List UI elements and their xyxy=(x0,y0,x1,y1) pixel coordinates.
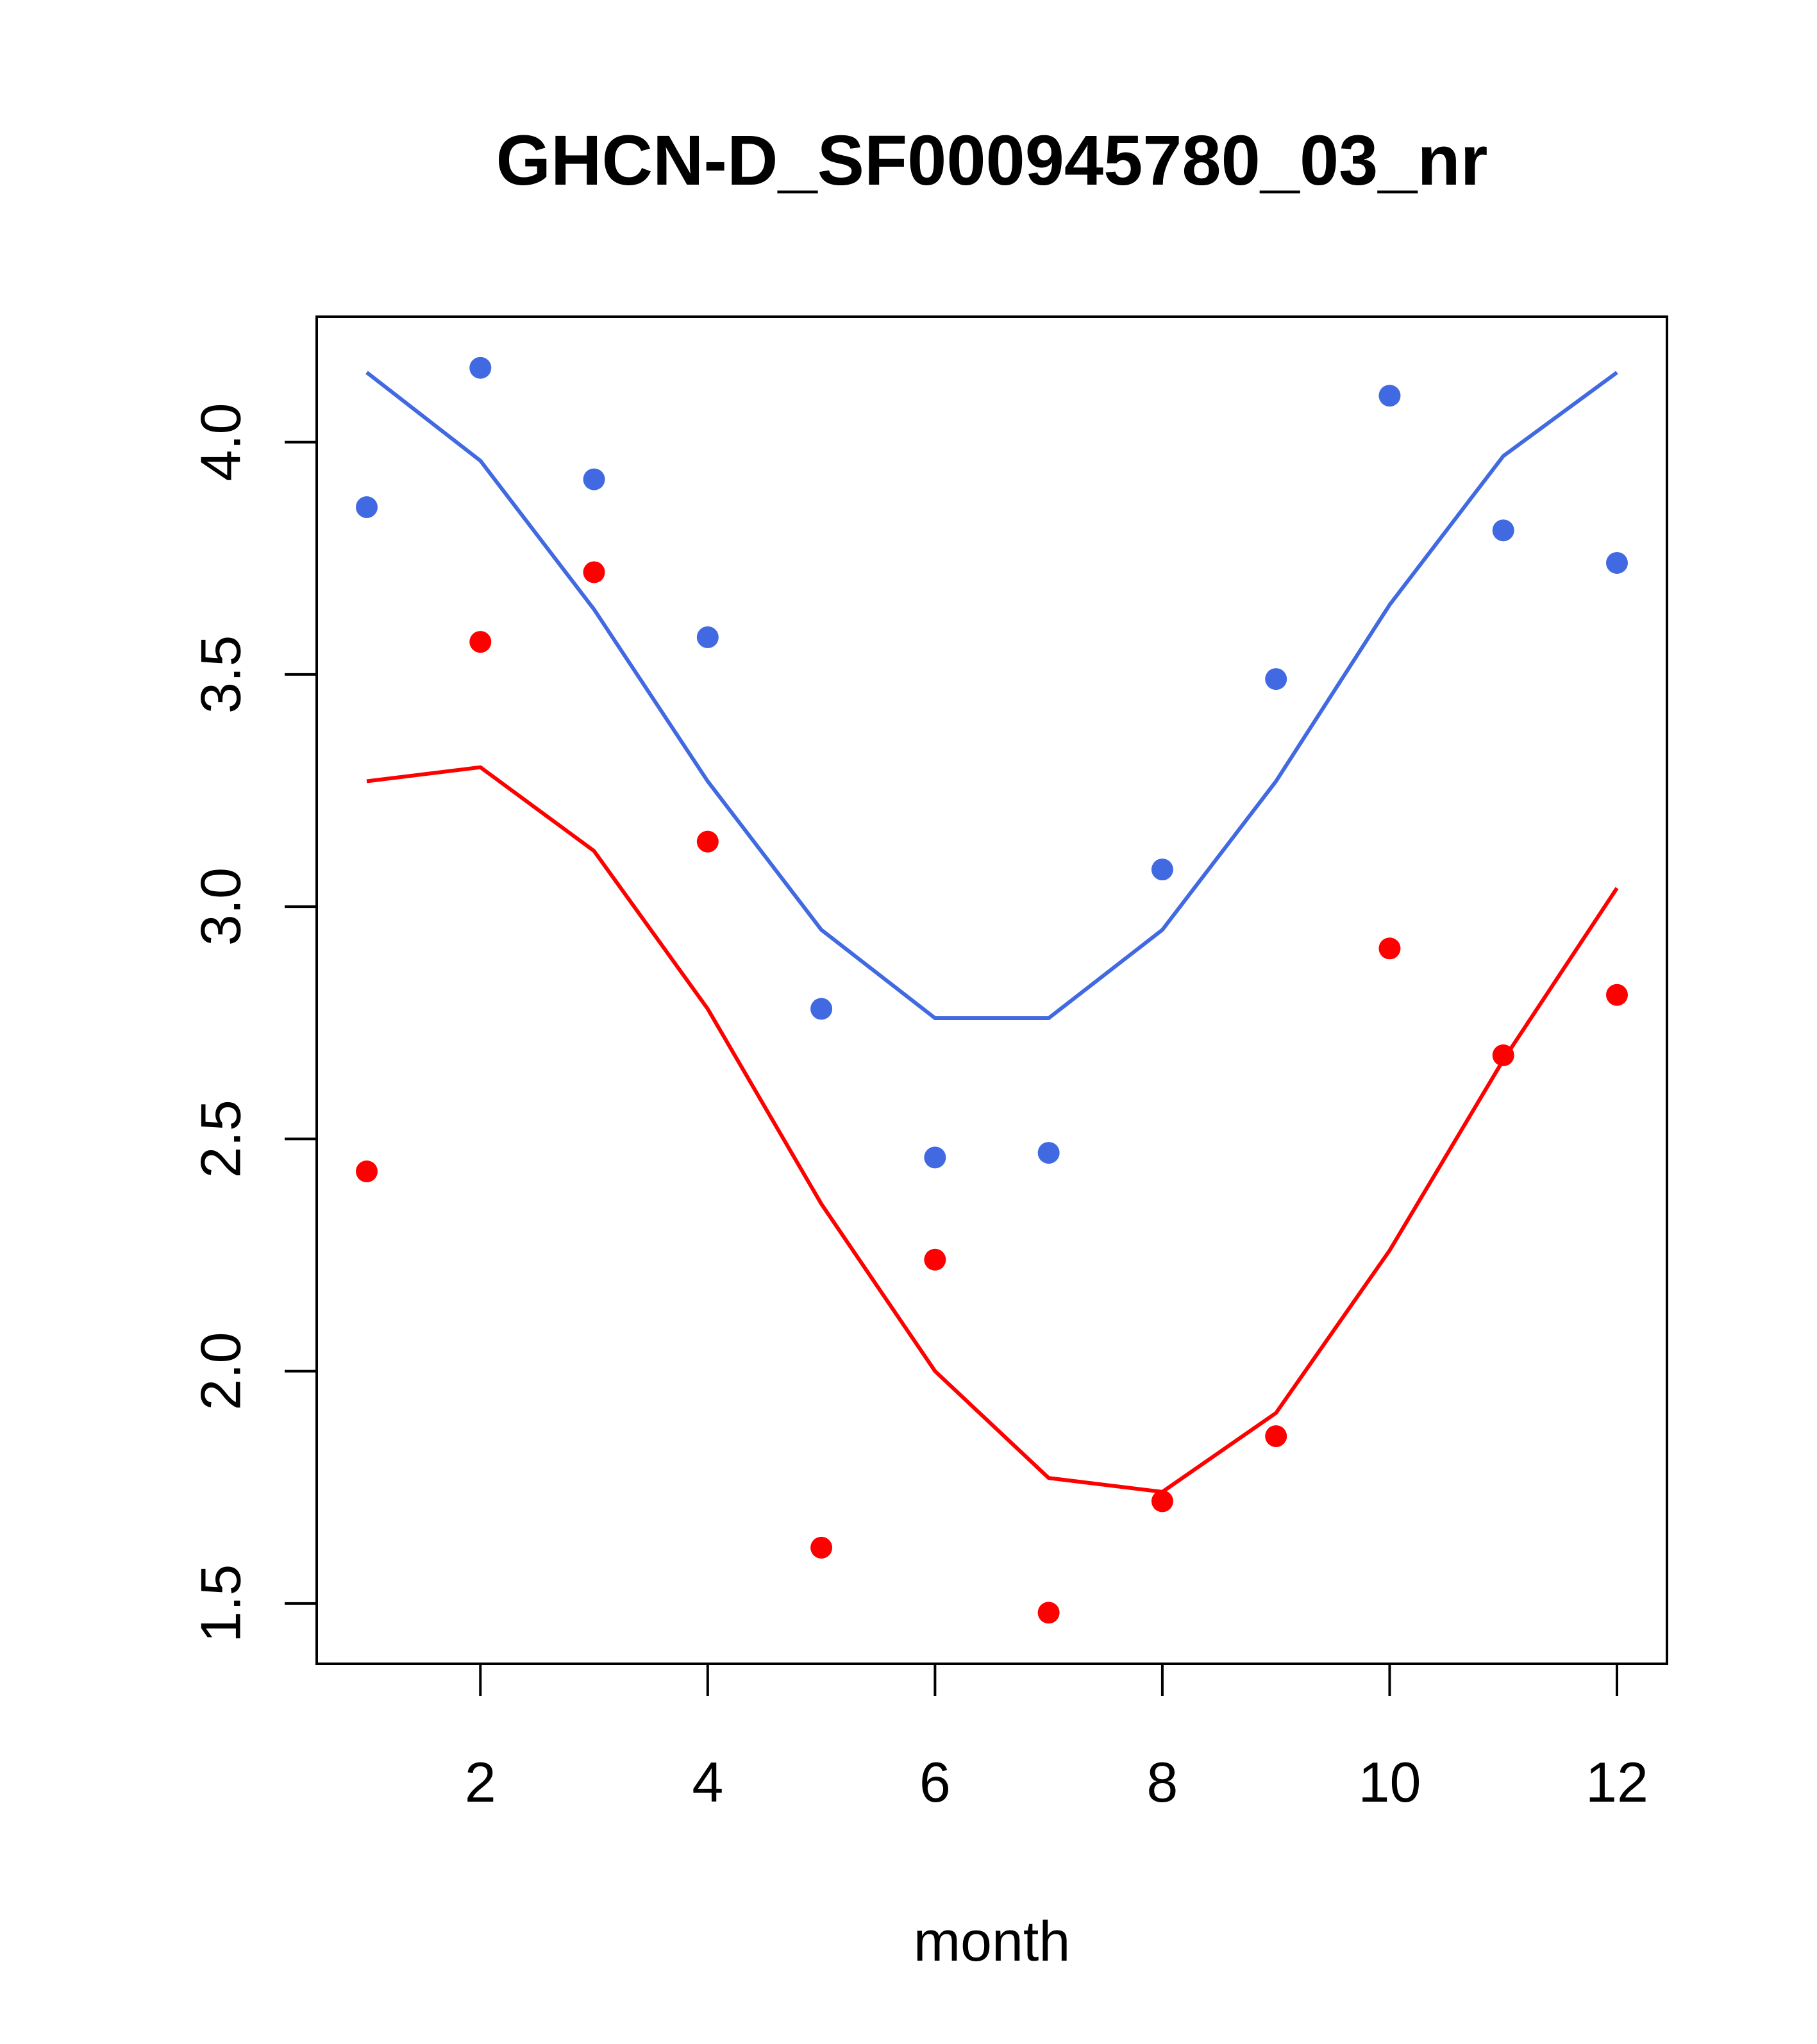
y-tick-label: 3.0 xyxy=(189,867,253,946)
red-point xyxy=(1606,984,1628,1006)
series-red-fit xyxy=(366,765,1619,1494)
red-point xyxy=(1151,1490,1173,1512)
y-tick-label: 2.0 xyxy=(189,1332,253,1410)
red-point xyxy=(583,561,605,583)
red-point xyxy=(1265,1425,1287,1448)
blue-point xyxy=(469,356,492,379)
x-axis: 2 4 6 8 10 12 xyxy=(465,1663,1648,1814)
red-point xyxy=(1378,937,1401,960)
red-point xyxy=(696,830,719,853)
x-tick-label: 6 xyxy=(919,1750,951,1814)
blue-fit-line xyxy=(365,371,1618,1020)
y-tick-label: 3.5 xyxy=(189,635,253,714)
x-tick-label: 2 xyxy=(465,1750,496,1814)
plot-frame xyxy=(315,315,1668,1665)
series-layer xyxy=(356,356,1628,1624)
y-tick-label: 2.5 xyxy=(189,1100,253,1178)
blue-point xyxy=(583,468,605,490)
blue-point xyxy=(356,496,378,519)
blue-point xyxy=(1492,519,1514,542)
blue-point xyxy=(1037,1142,1060,1164)
chart-title: GHCN-D_SF000945780_03_nr xyxy=(496,121,1488,200)
red-fit-line xyxy=(366,765,1619,1494)
blue-point xyxy=(1151,859,1173,881)
series-blue-points xyxy=(356,356,1628,1169)
blue-point xyxy=(810,998,833,1020)
red-point xyxy=(810,1536,833,1559)
blue-point xyxy=(1265,668,1287,691)
x-axis-title: month xyxy=(914,1909,1071,1973)
blue-point xyxy=(1606,551,1628,574)
red-point xyxy=(356,1160,378,1183)
y-axis: 1.5 2.0 2.5 3.0 3.5 4.0 xyxy=(189,403,318,1643)
y-tick-label: 1.5 xyxy=(189,1564,253,1643)
series-red-points xyxy=(356,561,1628,1624)
blue-point xyxy=(1378,385,1401,407)
x-tick-label: 12 xyxy=(1586,1750,1648,1814)
red-point xyxy=(924,1248,946,1271)
x-tick-label: 4 xyxy=(692,1750,723,1814)
series-blue-fit xyxy=(365,371,1618,1020)
x-tick-label: 8 xyxy=(1146,1750,1178,1814)
x-tick-label: 10 xyxy=(1359,1750,1421,1814)
red-point xyxy=(469,631,492,653)
red-point xyxy=(1037,1602,1060,1624)
blue-point xyxy=(924,1146,946,1169)
y-tick-label: 4.0 xyxy=(189,403,253,481)
blue-point xyxy=(696,626,719,648)
